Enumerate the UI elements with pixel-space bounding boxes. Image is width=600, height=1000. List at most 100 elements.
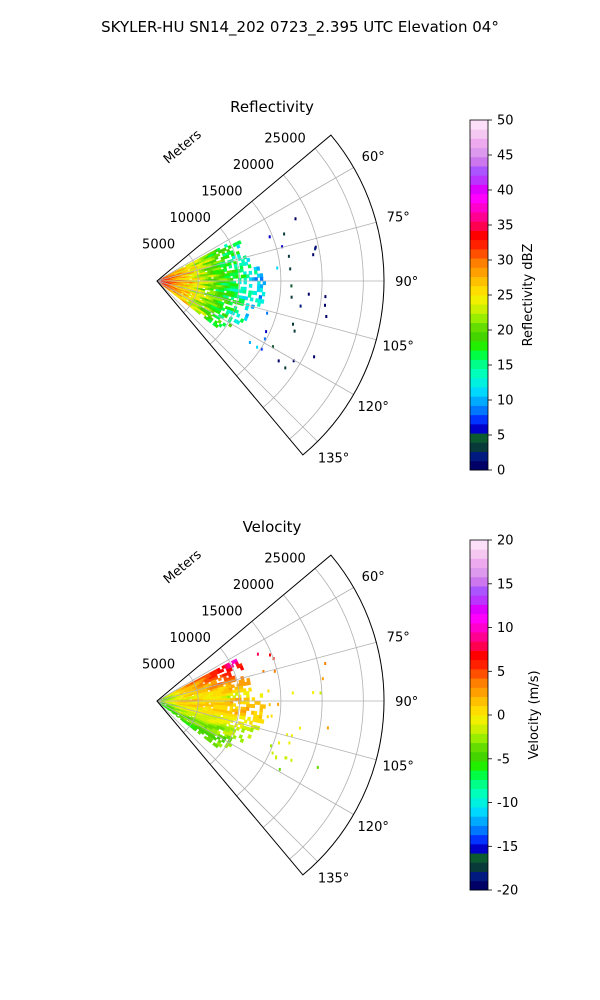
azimuth-gridline-135 <box>156 280 318 442</box>
radar-isolated-return <box>248 341 251 344</box>
colorbar-band <box>470 396 488 406</box>
velocity-panel: Velocity 5000 10000 15000 20000 25000 60° 75°… <box>142 518 418 887</box>
radar-gate-cell <box>251 703 256 709</box>
radar-gate-cell <box>214 743 219 749</box>
velocity-range-ticks: 5000 10000 15000 20000 25000 <box>142 551 306 672</box>
radar-isolated-return <box>276 266 279 270</box>
radar-gate-cell <box>200 730 205 735</box>
radar-gate-cell <box>228 264 233 269</box>
radar-gate-cell <box>251 697 256 702</box>
radar-gate-cell <box>167 708 171 712</box>
reflectivity-colorbar-ticks: 0 5 10 15 20 25 30 35 40 45 50 <box>488 114 514 479</box>
colorbar-band <box>470 331 488 342</box>
radar-gate-cell <box>232 280 236 284</box>
colorbar-band <box>470 295 488 305</box>
colorbar-band <box>470 788 488 799</box>
radar-gate-cell <box>259 287 264 293</box>
radar-isolated-return <box>268 703 271 707</box>
colorbar-band <box>470 558 488 569</box>
colorbar-band <box>470 193 488 204</box>
radar-isolated-return <box>312 691 315 695</box>
radar-isolated-return <box>256 345 259 349</box>
radar-gate-cell <box>221 322 227 328</box>
radar-isolated-return <box>292 322 294 326</box>
radar-gate-cell <box>241 715 246 720</box>
radar-gate-cell <box>247 264 252 269</box>
radar-gate-cell <box>217 677 222 682</box>
colorbar-band <box>470 304 488 314</box>
range-ring-15000 <box>236 201 282 377</box>
radar-gate-cell <box>246 697 250 702</box>
colorbar-band <box>470 853 488 863</box>
radar-isolated-return <box>326 726 329 730</box>
range-tick-label: 10000 <box>170 211 211 226</box>
radar-gate-cell <box>259 284 264 289</box>
colorbar-band <box>470 779 488 790</box>
colorbar-band <box>470 761 488 771</box>
radar-gate-cell <box>235 274 239 279</box>
colorbar-band <box>470 880 488 891</box>
radar-gate-cell <box>254 277 258 282</box>
radar-gate-cell <box>260 719 265 724</box>
radar-gate-cell <box>219 668 225 673</box>
radar-gate-cell <box>229 692 234 697</box>
radar-gate-cell <box>245 690 250 696</box>
radar-gate-cell <box>188 276 193 280</box>
radar-isolated-return <box>272 345 274 349</box>
radar-gate-cell <box>243 280 247 285</box>
azimuth-gridline-105 <box>156 700 377 761</box>
radar-gate-cell <box>248 277 253 282</box>
azimuth-gridline-75 <box>156 641 377 702</box>
velocity-title: Velocity <box>243 518 302 536</box>
azimuth-tick-label: 60° <box>362 570 385 585</box>
radar-isolated-return <box>324 295 327 299</box>
radar-isolated-return <box>287 254 290 258</box>
colorbar-band <box>470 451 488 462</box>
colorbar-tick-label: 10 <box>497 621 514 636</box>
radar-gate-cell <box>225 254 230 259</box>
colorbar-band <box>470 368 488 379</box>
radar-gate-cell <box>230 277 234 282</box>
colorbar-band <box>470 129 488 139</box>
radar-gate-cell <box>216 253 221 257</box>
colorbar-tick-label: 25 <box>497 289 514 304</box>
range-tick-label: 15000 <box>201 184 242 199</box>
azimuth-gridline-105 <box>156 280 377 341</box>
radar-gate-cell <box>222 247 227 252</box>
radar-isolated-return <box>292 359 295 363</box>
colorbar-tick-label: 35 <box>497 219 514 234</box>
radar-gate-cell <box>230 697 234 702</box>
colorbar-band <box>470 586 488 596</box>
colorbar-band <box>470 258 488 268</box>
colorbar-tick-label: 20 <box>497 324 514 339</box>
radar-gate-cell <box>257 280 261 285</box>
radar-gate-cell <box>207 318 213 324</box>
radar-gate-cell <box>234 309 240 315</box>
radar-gate-cell <box>218 743 223 748</box>
colorbar-band <box>470 668 488 679</box>
radar-gate-cell <box>175 714 180 719</box>
azimuth-tick-label: 105° <box>383 760 414 775</box>
radar-isolated-return <box>260 347 263 351</box>
radar-gate-cell <box>248 270 253 275</box>
radar-gate-cell <box>232 698 236 702</box>
colorbar-band <box>470 313 488 324</box>
colorbar-tick-label: 20 <box>497 534 514 549</box>
radar-gate-cell <box>262 704 266 709</box>
radar-gate-cell <box>244 261 249 266</box>
radar-gate-cell <box>227 275 231 279</box>
colorbar-band <box>470 632 488 642</box>
radar-isolated-return <box>290 284 293 288</box>
radar-gate-cell <box>259 707 264 713</box>
velocity-colorbar-ticks: -20 -15 -10 -5 0 5 10 15 20 <box>488 534 518 899</box>
radar-gate-cell <box>177 696 182 699</box>
radar-gate-cell <box>212 736 218 741</box>
radar-isolated-return <box>314 245 317 249</box>
colorbar-band <box>470 120 488 130</box>
radar-gate-cell <box>235 726 241 732</box>
radar-isolated-return <box>325 315 328 318</box>
radar-gate-cell <box>253 270 258 275</box>
reflectivity-grid <box>156 134 385 456</box>
colorbar-band <box>470 751 488 762</box>
velocity-colorbar-bands <box>470 540 488 891</box>
